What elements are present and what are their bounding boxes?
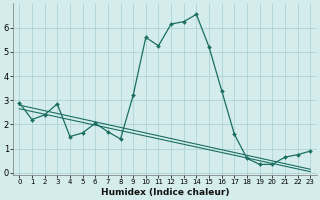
X-axis label: Humidex (Indice chaleur): Humidex (Indice chaleur)	[100, 188, 229, 197]
